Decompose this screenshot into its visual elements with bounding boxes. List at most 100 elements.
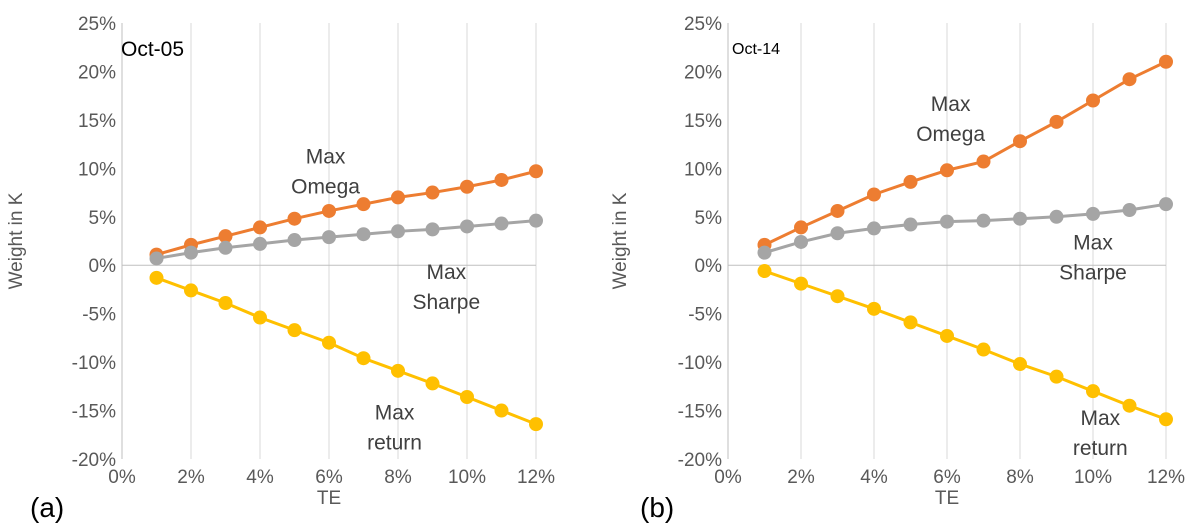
data-point-return xyxy=(1086,384,1100,399)
y-tick-label: 20% xyxy=(684,62,722,83)
data-point-omega xyxy=(391,190,405,205)
data-point-return xyxy=(529,417,543,432)
y-axis-title: Weight in K xyxy=(6,192,27,289)
y-tick-label: -5% xyxy=(688,305,722,326)
date-label: Oct-14 xyxy=(732,41,780,58)
data-point-sharpe xyxy=(494,216,509,231)
data-point-return xyxy=(757,264,772,279)
x-tick-label: 12% xyxy=(517,467,555,488)
data-point-sharpe xyxy=(940,214,954,229)
data-point-return xyxy=(218,296,233,311)
data-point-return xyxy=(356,351,371,366)
data-point-omega xyxy=(425,185,440,200)
x-tick-label: 10% xyxy=(1074,467,1112,488)
chart-panel-2: 0% 2% 4% 6% 8% 10% 12% -20% -15% -10% -5% 0% 5% 10% 15… xyxy=(610,14,1185,523)
data-point-return xyxy=(253,310,267,325)
data-point-sharpe xyxy=(1013,211,1027,226)
annotation-text: Omega xyxy=(916,123,985,146)
data-point-return xyxy=(867,301,881,316)
data-point-sharpe xyxy=(1159,197,1173,212)
data-point-omega xyxy=(1049,114,1064,129)
data-point-return xyxy=(1122,398,1137,413)
data-point-return xyxy=(830,289,845,304)
x-tick-label: 8% xyxy=(384,467,412,488)
data-point-return xyxy=(149,270,164,285)
y-tick-label: 25% xyxy=(78,14,116,35)
data-point-omega xyxy=(529,164,543,179)
y-tick-label: -10% xyxy=(678,353,722,374)
data-point-sharpe xyxy=(1086,206,1100,221)
data-point-omega xyxy=(494,172,509,187)
data-point-omega xyxy=(940,163,954,178)
x-tick-label: 6% xyxy=(933,467,961,488)
x-axis-title: TE xyxy=(317,488,341,509)
data-point-sharpe xyxy=(322,230,336,245)
data-point-return xyxy=(940,328,954,343)
y-tick-label: 5% xyxy=(695,208,723,229)
panel-label: (b) xyxy=(640,492,674,523)
data-point-sharpe xyxy=(757,245,772,260)
x-tick-label: 12% xyxy=(1147,467,1185,488)
data-point-sharpe xyxy=(287,233,302,248)
annotation-text: return xyxy=(1073,437,1128,460)
y-tick-label: 15% xyxy=(78,111,116,132)
data-point-sharpe xyxy=(253,236,267,251)
annotation-text: Max xyxy=(306,145,346,168)
data-point-return xyxy=(1013,357,1027,372)
annotation-text: Max xyxy=(1073,232,1113,255)
annotation-text: Max xyxy=(1080,407,1120,430)
data-point-return xyxy=(976,342,991,357)
data-point-omega xyxy=(287,211,302,226)
x-tick-label: 4% xyxy=(860,467,888,488)
data-point-omega xyxy=(253,220,267,235)
data-point-omega xyxy=(460,179,474,194)
data-point-return xyxy=(1049,369,1064,384)
data-point-omega xyxy=(794,220,808,235)
panel-label: (a) xyxy=(30,492,64,523)
data-point-return xyxy=(794,276,808,291)
series-line-omega xyxy=(763,60,1167,247)
x-axis-title: TE xyxy=(935,488,959,509)
data-point-sharpe xyxy=(529,213,543,228)
data-point-omega xyxy=(356,197,371,212)
annotation-text: Sharpe xyxy=(1059,262,1127,285)
data-point-omega xyxy=(830,203,845,218)
data-point-return xyxy=(460,389,474,404)
data-point-sharpe xyxy=(976,213,991,228)
y-tick-label: -20% xyxy=(72,450,116,471)
data-point-sharpe xyxy=(903,217,918,232)
annotation-text: Max xyxy=(931,93,971,116)
data-point-return xyxy=(287,323,302,338)
chart-panel-1: 0% 2% 4% 6% 8% 10% 12% -20% -15% -10% -5% 0% 5% 10% 15… xyxy=(6,14,555,523)
x-tick-label: 2% xyxy=(787,467,815,488)
y-tick-label: 10% xyxy=(684,159,722,180)
x-tick-label: 8% xyxy=(1006,467,1034,488)
data-point-omega xyxy=(218,229,233,244)
y-tick-label: 0% xyxy=(695,256,723,277)
data-point-sharpe xyxy=(356,227,371,242)
data-point-sharpe xyxy=(794,234,808,249)
data-point-sharpe xyxy=(149,251,164,266)
y-tick-label: -15% xyxy=(678,402,722,423)
data-point-omega xyxy=(1122,72,1137,87)
y-tick-label: 5% xyxy=(89,208,117,229)
data-point-return xyxy=(322,335,336,350)
y-tick-label: -10% xyxy=(72,353,116,374)
data-point-return xyxy=(425,376,440,391)
y-tick-label: 15% xyxy=(684,111,722,132)
annotation-text: Max xyxy=(375,401,415,424)
data-point-omega xyxy=(867,187,881,202)
data-point-sharpe xyxy=(1049,209,1064,224)
y-tick-label: 25% xyxy=(684,14,722,35)
data-point-sharpe xyxy=(1122,202,1137,217)
data-point-sharpe xyxy=(460,219,474,234)
data-point-sharpe xyxy=(218,240,233,255)
x-tick-label: 2% xyxy=(177,467,205,488)
data-point-sharpe xyxy=(184,245,198,260)
y-tick-label: 10% xyxy=(78,159,116,180)
x-tick-label: 10% xyxy=(448,467,486,488)
y-tick-label: -20% xyxy=(678,450,722,471)
y-axis-title: Weight in K xyxy=(610,192,631,289)
data-point-omega xyxy=(1013,134,1027,149)
